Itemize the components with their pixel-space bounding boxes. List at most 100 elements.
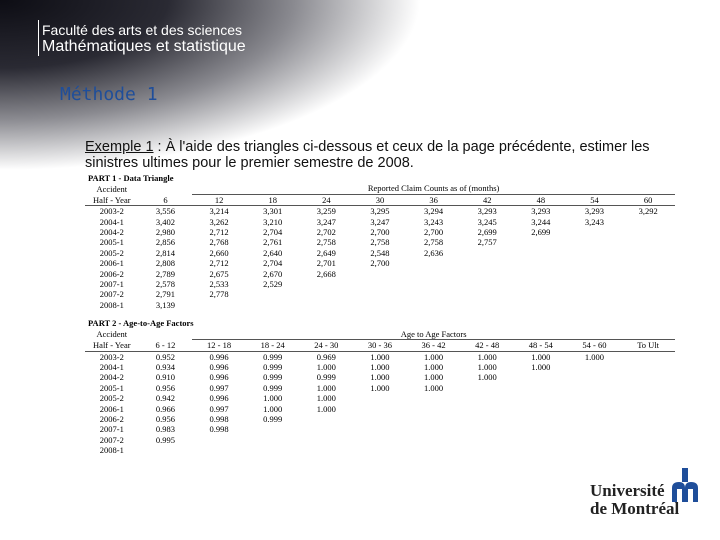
cell xyxy=(621,351,675,362)
column-header: To Ult xyxy=(621,339,675,352)
cell: 1.000 xyxy=(424,361,444,372)
row-label: 2007-1 xyxy=(99,279,124,290)
cell xyxy=(621,393,675,403)
cell: 2,758 xyxy=(424,237,444,248)
cell: 3,295 xyxy=(370,206,390,217)
cell xyxy=(621,372,675,382)
cell xyxy=(407,414,461,424)
data-row: 2007-1 0.983 0.998 xyxy=(85,424,675,434)
column-header: 24 - 30 xyxy=(299,339,354,352)
cell xyxy=(568,237,622,247)
cell xyxy=(621,300,675,310)
cell xyxy=(568,404,622,414)
cell xyxy=(514,414,568,424)
row-label: 2006-2 xyxy=(99,413,124,424)
data-row: 2008-1 3,139 xyxy=(85,300,675,310)
cell xyxy=(621,362,675,372)
row-label: 2004-1 xyxy=(99,216,124,227)
cell xyxy=(353,414,407,424)
body-text: Exemple 1 : À l'aide des triangles ci-de… xyxy=(85,139,695,171)
cell xyxy=(407,258,461,268)
column-header: 6 xyxy=(138,194,193,207)
slide-title: Méthode 1 xyxy=(60,84,158,105)
data-row: 2003-2 3,556 3,214 3,301 3,259 3,295 3,294 3,29… xyxy=(85,206,675,217)
row-label: 2005-1 xyxy=(99,382,124,393)
cell xyxy=(514,445,568,455)
row-label: 2004-2 xyxy=(99,372,124,383)
cell: 0.999 xyxy=(263,351,283,362)
column-header: 36 - 42 xyxy=(406,339,461,352)
cell xyxy=(514,248,568,258)
cell xyxy=(621,404,675,414)
column-header: 42 - 48 xyxy=(460,339,514,352)
cell xyxy=(353,289,407,299)
cell: 1.000 xyxy=(316,393,336,404)
cell xyxy=(514,269,568,279)
row-label: 2008-1 xyxy=(99,299,124,310)
cell xyxy=(407,269,461,279)
column-header: 12 xyxy=(192,194,246,207)
cell: 1.000 xyxy=(263,393,283,404)
cell xyxy=(353,424,407,434)
cell xyxy=(353,279,407,289)
table-title-row: PART 2 - Age-to-Age Factors xyxy=(85,318,675,328)
cell: 2,791 xyxy=(155,289,175,300)
data-row: 2004-2 0.910 0.996 0.999 0.999 1.000 1.000 1.00… xyxy=(85,372,675,382)
cell xyxy=(514,258,568,268)
cell xyxy=(353,300,407,310)
spacer xyxy=(139,183,193,194)
cell xyxy=(621,279,675,289)
row-label: 2008-1 xyxy=(99,445,124,456)
cell xyxy=(621,435,675,445)
data-row: 2006-2 0.956 0.998 0.999 xyxy=(85,414,675,424)
header-row: Accident Age to Age Factors xyxy=(85,328,675,341)
row-label: 2006-2 xyxy=(99,268,124,279)
cell: 1.000 xyxy=(424,351,444,362)
cell: 0.995 xyxy=(155,434,175,445)
cell: 1.000 xyxy=(584,351,604,362)
cell xyxy=(621,217,675,227)
cell: 0.956 xyxy=(155,382,175,393)
cell: 2,704 xyxy=(263,258,283,269)
cell xyxy=(407,435,461,445)
column-header: 60 xyxy=(621,194,675,207)
cell: 3,294 xyxy=(424,206,444,217)
cell: 3,243 xyxy=(424,216,444,227)
cell: 2,702 xyxy=(316,227,336,238)
group-header: Reported Claim Counts as of (months) xyxy=(192,183,675,195)
logo: Université de Montréal xyxy=(590,482,679,518)
cell xyxy=(353,393,407,403)
cell: 1.000 xyxy=(370,382,390,393)
cell: 0.942 xyxy=(155,393,175,404)
cell: 2,700 xyxy=(370,227,390,238)
cell xyxy=(300,424,354,434)
cell: 2,660 xyxy=(209,247,229,258)
cell: 2,578 xyxy=(155,279,175,290)
row-label: 2003-2 xyxy=(99,206,124,217)
cell: 2,856 xyxy=(155,237,175,248)
row-header: Accident xyxy=(96,183,128,194)
cell xyxy=(407,424,461,434)
header-row: Half - Year 6 12 18 24 30 36 42 48 54 60 xyxy=(85,194,675,207)
column-header: 18 - 24 xyxy=(245,339,300,352)
cell xyxy=(460,289,514,299)
faculty: Faculté des arts et des sciences xyxy=(42,22,242,38)
cell xyxy=(568,258,622,268)
cell: 2,712 xyxy=(209,258,229,269)
cell: 3,556 xyxy=(155,206,175,217)
cell xyxy=(407,393,461,403)
cell: 0.996 xyxy=(209,393,229,404)
column-header: 42 xyxy=(460,194,514,207)
cell xyxy=(460,269,514,279)
row-header: Half - Year xyxy=(85,194,139,207)
header-row: Accident Reported Claim Counts as of (mon… xyxy=(85,183,675,195)
cell xyxy=(568,248,622,258)
group-header: Age to Age Factors xyxy=(192,328,675,341)
cell xyxy=(514,237,568,247)
column-header: 30 - 36 xyxy=(353,339,407,352)
logo-icon xyxy=(672,468,698,502)
cell xyxy=(568,372,622,382)
column-header: 30 xyxy=(353,194,407,207)
cell: 0.998 xyxy=(209,413,229,424)
cell xyxy=(621,227,675,237)
